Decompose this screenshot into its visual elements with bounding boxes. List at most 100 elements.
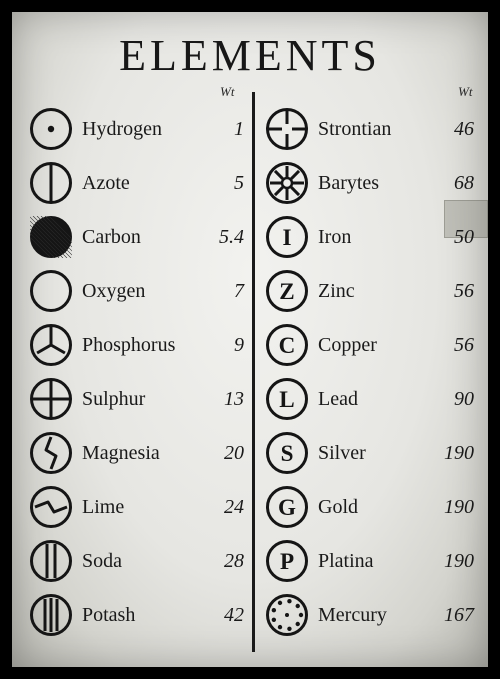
element-symbol-icon: L [266,378,308,420]
element-symbol-icon [30,432,72,474]
svg-text:G: G [278,494,296,520]
element-weight: 5 [234,172,244,195]
element-weight: 24 [224,496,244,519]
element-symbol-icon [30,324,72,366]
element-name: Potash [82,604,135,627]
element-cell: Phosphorus 9 [12,318,252,372]
element-weight: 50 [454,226,474,249]
element-symbol-icon [30,378,72,420]
element-cell: Hydrogen 1 [12,102,252,156]
element-weight: 20 [224,442,244,465]
element-cell: Sulphur 13 [12,372,252,426]
element-cell: Strontian 46 [252,102,488,156]
element-cell: Oxygen 7 [12,264,252,318]
element-weight: 190 [444,442,474,465]
element-name: Barytes [318,172,379,195]
element-symbol-icon [30,108,72,150]
element-name: Mercury [318,604,387,627]
element-name: Zinc [318,280,355,303]
element-name: Magnesia [82,442,160,465]
svg-text:I: I [283,224,292,250]
element-cell: C Copper 56 [252,318,488,372]
element-symbol-icon [30,486,72,528]
element-cell: L Lead 90 [252,372,488,426]
element-name: Oxygen [82,280,145,303]
element-symbol-icon [266,594,308,636]
element-name: Silver [318,442,366,465]
svg-text:P: P [280,548,294,574]
element-weight: 1 [234,118,244,141]
table-row: Oxygen 7 Z Zinc 56 [12,264,488,318]
weight-header-right: Wt [458,84,472,100]
table-row: Phosphorus 9 C Copper 56 [12,318,488,372]
table-row: Azote 5 Barytes 68 [12,156,488,210]
table-row: Potash 42 Mercury 167 [12,588,488,642]
element-cell: G Gold 190 [252,480,488,534]
element-symbol-icon [266,162,308,204]
element-cell: S Silver 190 [252,426,488,480]
element-name: Strontian [318,118,391,141]
table-row: Carbon 5.4 I Iron 50 [12,210,488,264]
element-cell: Magnesia 20 [12,426,252,480]
svg-text:S: S [281,440,294,466]
element-symbol-icon: P [266,540,308,582]
paper-sheet: ELEMENTS Wt Wt Hydrogen 1 Strontian 46 Azote… [12,12,488,667]
element-symbol-icon [30,270,72,312]
element-weight: 28 [224,550,244,573]
element-symbol-icon: S [266,432,308,474]
table-row: Soda 28 P Platina 190 [12,534,488,588]
element-weight: 68 [454,172,474,195]
element-weight: 7 [234,280,244,303]
page-title: ELEMENTS [12,12,488,81]
svg-text:L: L [279,386,294,412]
element-name: Phosphorus [82,334,175,357]
element-cell: Mercury 167 [252,588,488,642]
element-name: Copper [318,334,377,357]
element-name: Carbon [82,226,141,249]
element-cell: Azote 5 [12,156,252,210]
weight-header-left: Wt [220,84,234,100]
element-cell: P Platina 190 [252,534,488,588]
table-row: Hydrogen 1 Strontian 46 [12,102,488,156]
element-weight: 5.4 [219,226,244,249]
svg-text:C: C [279,332,296,358]
element-name: Lead [318,388,358,411]
svg-text:Z: Z [279,278,294,304]
element-symbol-icon: I [266,216,308,258]
element-name: Gold [318,496,358,519]
table-row: Magnesia 20 S Silver 190 [12,426,488,480]
element-symbol-icon: G [266,486,308,528]
element-cell: Lime 24 [12,480,252,534]
element-name: Hydrogen [82,118,162,141]
element-weight: 90 [454,388,474,411]
element-weight: 46 [454,118,474,141]
element-weight: 9 [234,334,244,357]
element-cell: Potash 42 [12,588,252,642]
element-name: Lime [82,496,124,519]
element-name: Iron [318,226,351,249]
table-row: Sulphur 13 L Lead 90 [12,372,488,426]
element-symbol-icon: C [266,324,308,366]
element-weight: 190 [444,550,474,573]
element-name: Sulphur [82,388,145,411]
element-name: Soda [82,550,122,573]
element-symbol-icon [266,108,308,150]
element-weight: 56 [454,280,474,303]
element-symbol-icon: Z [266,270,308,312]
element-weight: 42 [224,604,244,627]
element-cell: Barytes 68 [252,156,488,210]
element-cell: I Iron 50 [252,210,488,264]
element-symbol-icon [30,162,72,204]
element-weight: 190 [444,496,474,519]
element-weight: 56 [454,334,474,357]
table-row: Lime 24 G Gold 190 [12,480,488,534]
element-name: Platina [318,550,374,573]
element-cell: Z Zinc 56 [252,264,488,318]
element-symbol-icon [30,594,72,636]
element-symbol-icon [30,216,72,258]
element-weight: 167 [444,604,474,627]
element-cell: Carbon 5.4 [12,210,252,264]
element-symbol-icon [30,540,72,582]
element-name: Azote [82,172,130,195]
element-weight: 13 [224,388,244,411]
